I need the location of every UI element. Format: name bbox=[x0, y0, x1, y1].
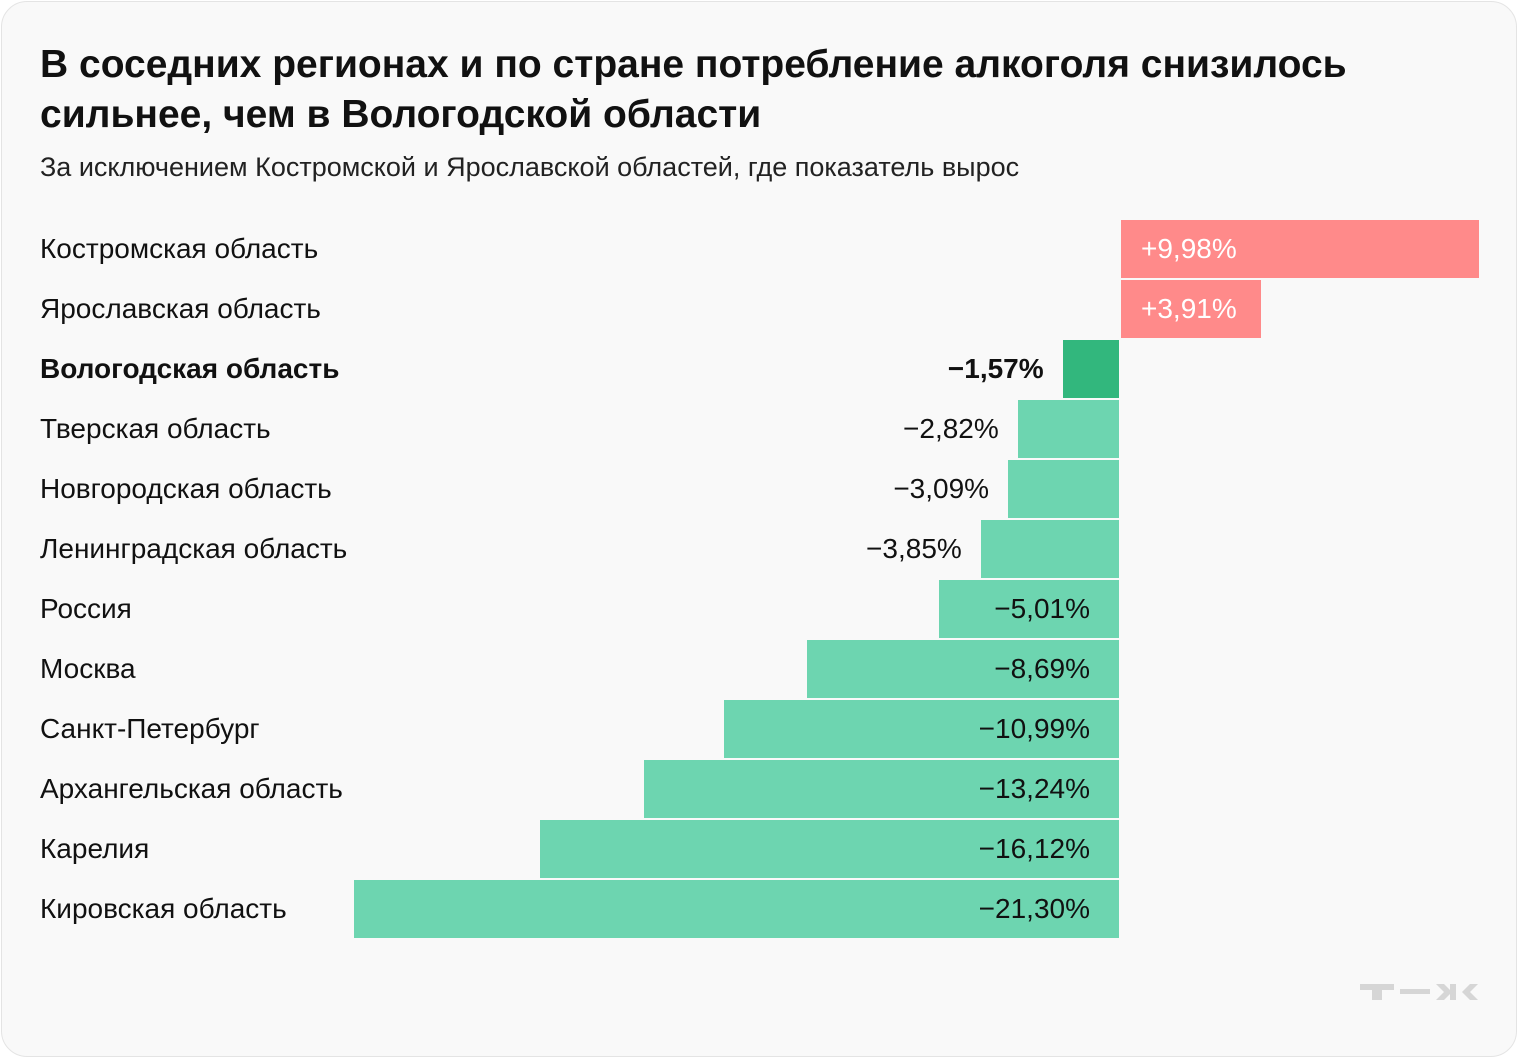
chart-title: В соседних регионах и по стране потребле… bbox=[40, 43, 1347, 136]
category-label: Санкт-Петербург bbox=[40, 713, 260, 744]
bar bbox=[724, 700, 1119, 758]
data-label: −8,69% bbox=[994, 653, 1090, 684]
data-label: +3,91% bbox=[1141, 293, 1237, 324]
category-label: Тверская область bbox=[40, 413, 271, 444]
bar bbox=[1017, 400, 1119, 458]
category-label: Вологодская область bbox=[40, 353, 340, 384]
bar bbox=[1121, 220, 1480, 278]
data-label: −13,24% bbox=[978, 773, 1090, 804]
category-label: Архангельская область bbox=[40, 773, 343, 804]
data-label: −10,99% bbox=[978, 713, 1090, 744]
bar bbox=[1062, 340, 1119, 398]
bar bbox=[1121, 280, 1262, 338]
data-label: +9,98% bbox=[1141, 233, 1237, 264]
category-label: Ярославская область bbox=[40, 293, 321, 324]
data-label: −3,09% bbox=[893, 473, 990, 504]
category-label: Москва bbox=[40, 653, 136, 684]
category-label: Ленинградская область bbox=[40, 533, 348, 564]
data-label: −3,85% bbox=[866, 533, 962, 564]
bar bbox=[980, 520, 1119, 578]
data-label: −1,57% bbox=[947, 353, 1044, 384]
data-label: −5,01% bbox=[994, 593, 1090, 624]
category-label: Кировская область bbox=[40, 893, 287, 924]
chart-subtitle: За исключением Костромской и Ярославской… bbox=[40, 152, 1020, 182]
data-label: −21,30% bbox=[978, 893, 1090, 924]
bar bbox=[939, 580, 1119, 638]
category-label: Россия bbox=[40, 593, 132, 624]
bar bbox=[643, 760, 1119, 818]
tj-logo bbox=[1360, 978, 1480, 1007]
bar bbox=[540, 820, 1119, 878]
data-label: −16,12% bbox=[978, 833, 1090, 864]
bar bbox=[1008, 460, 1119, 518]
bar bbox=[807, 640, 1119, 698]
category-label: Костромская область bbox=[40, 233, 319, 264]
category-label: Карелия bbox=[40, 833, 150, 864]
category-label: Новгородская область bbox=[40, 473, 332, 504]
bar bbox=[354, 880, 1119, 938]
data-label: −2,82% bbox=[903, 413, 999, 444]
